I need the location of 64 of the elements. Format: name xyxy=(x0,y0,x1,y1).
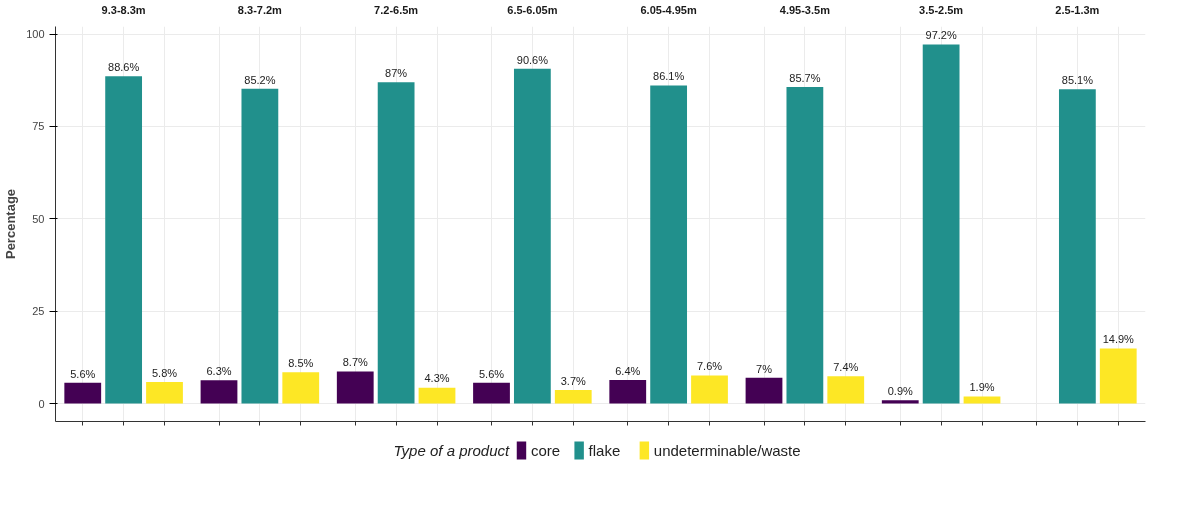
y-tick-label: 25 xyxy=(32,305,45,318)
bar xyxy=(377,82,415,404)
y-tick-label: 0 xyxy=(38,397,45,410)
data-label: 0.9% xyxy=(887,385,914,398)
data-label: 90.6% xyxy=(516,53,549,66)
x-tick-label: 6.05-4.95m xyxy=(640,3,697,16)
bar xyxy=(786,86,824,404)
data-label: 6.3% xyxy=(206,365,232,378)
x-tick-label: 9.3-8.3m xyxy=(101,3,146,16)
data-label: 6.4% xyxy=(615,364,641,377)
data-label: 1.9% xyxy=(969,381,995,394)
bar xyxy=(922,44,960,404)
bar xyxy=(650,85,688,404)
data-label: 3.7% xyxy=(560,374,587,387)
data-label: 7.6% xyxy=(696,360,723,373)
data-label: 8.7% xyxy=(342,356,369,369)
data-label: 7.4% xyxy=(833,361,859,374)
bar xyxy=(963,396,1001,404)
bar xyxy=(241,88,279,404)
data-label: 8.5% xyxy=(288,356,314,369)
data-label: 5.8% xyxy=(151,366,178,379)
x-tick-label: 3.5-2.5m xyxy=(919,3,964,16)
bar xyxy=(881,400,919,404)
bar xyxy=(418,387,456,404)
legend-label: flake xyxy=(588,442,621,459)
data-label: 85.1% xyxy=(1061,74,1094,86)
bar xyxy=(64,382,102,404)
y-tick-label: 75 xyxy=(32,120,45,133)
bar xyxy=(1099,348,1137,404)
bar xyxy=(1058,89,1096,404)
data-label: 14.9% xyxy=(1102,333,1135,346)
data-label: 5.6% xyxy=(478,367,505,380)
bar xyxy=(609,379,647,404)
legend-label: undeterminable/waste xyxy=(653,442,801,459)
bar xyxy=(745,377,783,404)
legend-title: Type of a product xyxy=(393,442,511,459)
bar xyxy=(282,372,320,404)
data-label: 85.2% xyxy=(244,73,276,86)
bar xyxy=(473,382,510,404)
y-tick-label: 50 xyxy=(32,212,45,225)
x-tick-label: 6.5-6.05m xyxy=(507,3,558,16)
bar xyxy=(200,380,238,404)
data-label: 97.2% xyxy=(925,29,957,42)
bar xyxy=(146,382,183,404)
bar xyxy=(554,389,592,404)
data-label: 5.6% xyxy=(70,367,96,380)
bar xyxy=(827,376,865,404)
data-label: 7% xyxy=(756,362,773,375)
legend-label: core xyxy=(530,442,561,459)
bar xyxy=(691,375,728,404)
x-tick-label: 4.95-3.5m xyxy=(779,3,831,16)
bar xyxy=(105,76,143,404)
bar xyxy=(513,68,551,404)
data-label: 85.7% xyxy=(789,71,821,84)
data-label: 4.3% xyxy=(424,372,450,385)
y-axis-title: Percentage xyxy=(3,188,19,260)
data-label: 86.1% xyxy=(653,70,685,83)
x-tick-label: 8.3-7.2m xyxy=(237,3,283,16)
data-label: 88.6% xyxy=(108,61,140,74)
x-tick-label: 2.5-1.3m xyxy=(1055,3,1100,16)
data-label: 87% xyxy=(385,66,408,79)
x-tick-label: 7.2-6.5m xyxy=(374,3,419,16)
y-tick-label: 100 xyxy=(26,28,45,41)
bar xyxy=(336,371,374,404)
